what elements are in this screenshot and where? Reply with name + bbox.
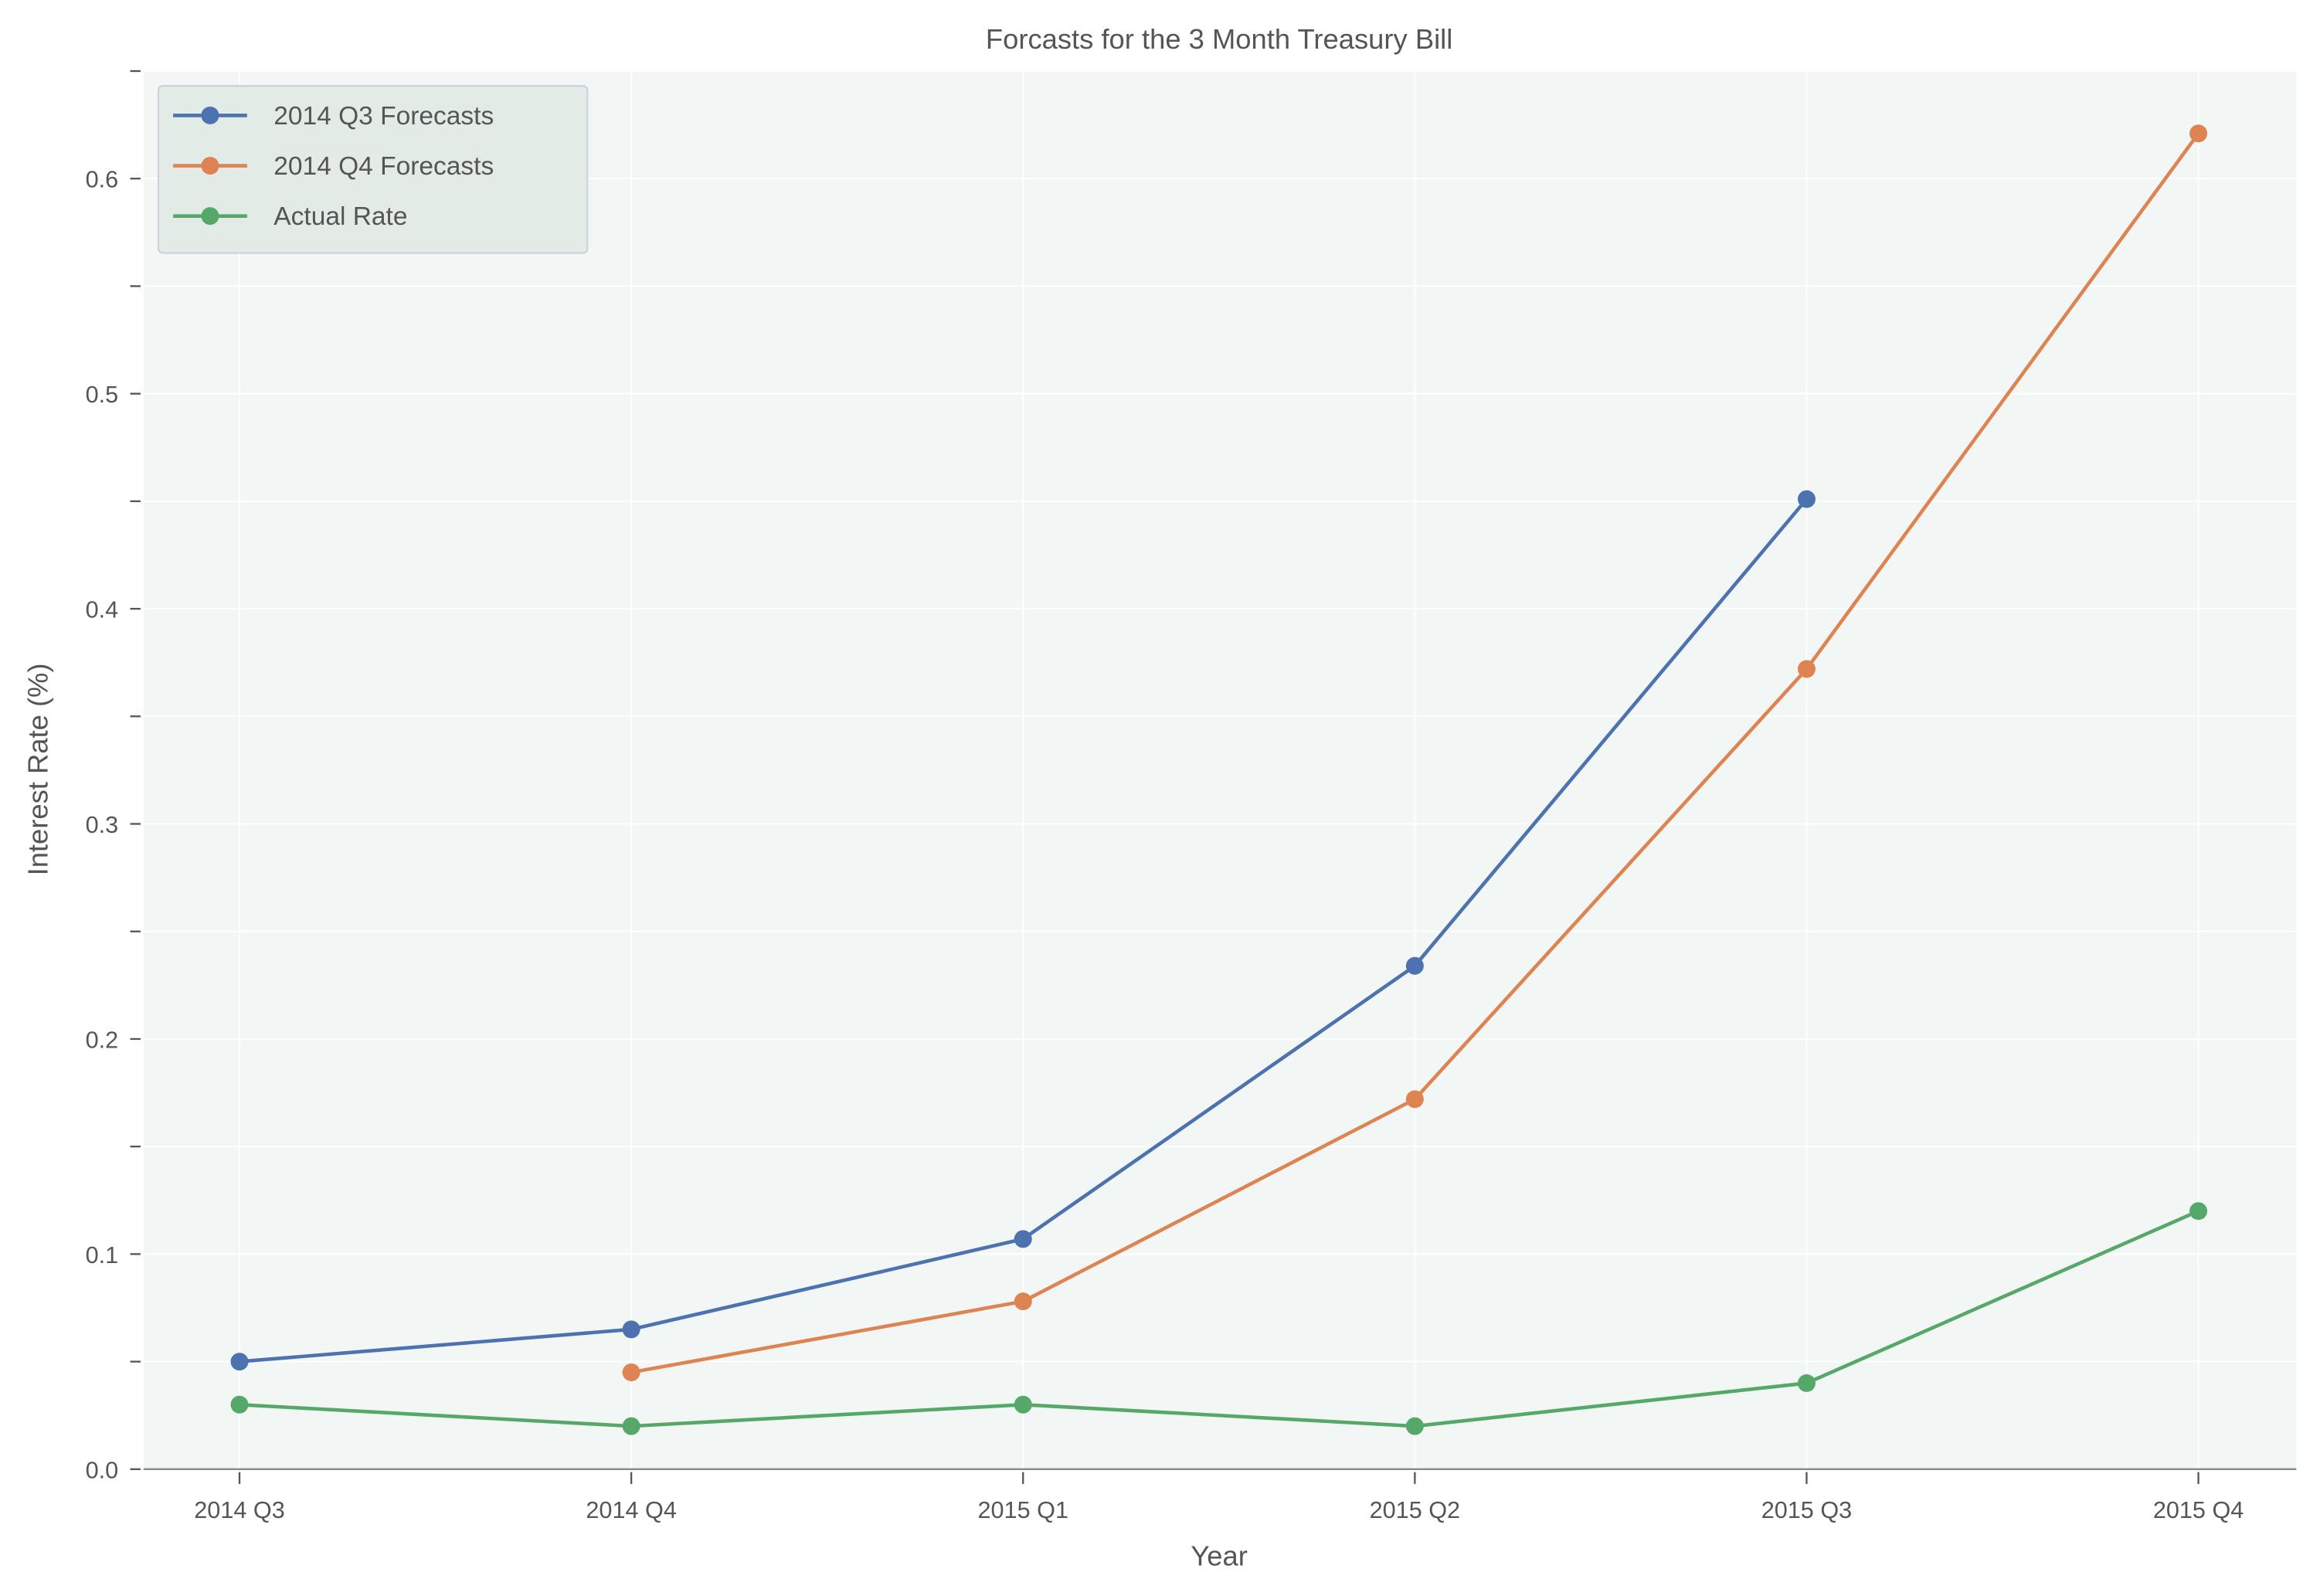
y-ticks: 0.0 0.1 0.2 0.3 0.4 0.5 0.6 — [86, 70, 141, 1483]
plot-background — [143, 70, 2297, 1469]
legend-label: 2014 Q3 Forecasts — [273, 102, 494, 131]
data-point — [622, 1417, 640, 1435]
data-point — [1797, 1374, 1816, 1392]
data-point — [622, 1320, 640, 1339]
x-tick-label: 2015 Q1 — [977, 1497, 1068, 1523]
x-axis-label: Year — [1191, 1540, 1248, 1571]
legend-label: Actual Rate — [273, 202, 407, 231]
y-tick-label: 0.5 — [86, 382, 119, 408]
legend-marker — [201, 207, 219, 226]
data-point — [1797, 660, 1816, 678]
data-point — [2189, 124, 2208, 143]
legend-box — [157, 85, 589, 254]
x-tick-label: 2015 Q3 — [1761, 1497, 1853, 1523]
data-point — [1014, 1230, 1032, 1248]
x-tick-label: 2015 Q2 — [1370, 1497, 1461, 1523]
data-point — [1405, 956, 1424, 975]
data-point — [622, 1363, 640, 1382]
data-point — [1405, 1090, 1424, 1109]
data-point — [2189, 1202, 2208, 1221]
legend-marker — [201, 157, 219, 175]
y-tick-label: 0.0 — [86, 1457, 119, 1483]
legend-marker — [201, 106, 219, 124]
x-ticks: 2014 Q3 2014 Q4 2015 Q1 2015 Q2 2015 Q3 2015 … — [194, 1472, 2244, 1523]
y-axis-label: Interest Rate (%) — [22, 663, 53, 875]
data-point — [1014, 1395, 1032, 1414]
y-tick-label: 0.4 — [86, 597, 119, 623]
data-point — [1797, 490, 1816, 508]
data-point — [1405, 1417, 1424, 1435]
data-point — [230, 1395, 249, 1414]
series-group — [230, 124, 2208, 1435]
x-tick-label: 2014 Q4 — [586, 1497, 677, 1523]
chart-title: Forcasts for the 3 Month Treasury Bill — [986, 23, 1452, 55]
data-point — [1014, 1292, 1032, 1311]
x-tick-label: 2014 Q3 — [194, 1497, 285, 1523]
y-tick-label: 0.6 — [86, 167, 119, 193]
y-tick-label: 0.2 — [86, 1027, 119, 1053]
series-line-2 — [239, 1209, 2199, 1428]
legend-label: 2014 Q4 Forecasts — [273, 152, 494, 181]
legend: 2014 Q3 Forecasts 2014 Q4 Forecasts Actual… — [157, 85, 589, 254]
y-tick-label: 0.1 — [86, 1242, 119, 1268]
data-point — [230, 1353, 249, 1371]
x-tick-label: 2015 Q4 — [2153, 1497, 2244, 1523]
y-tick-label: 0.3 — [86, 812, 119, 838]
